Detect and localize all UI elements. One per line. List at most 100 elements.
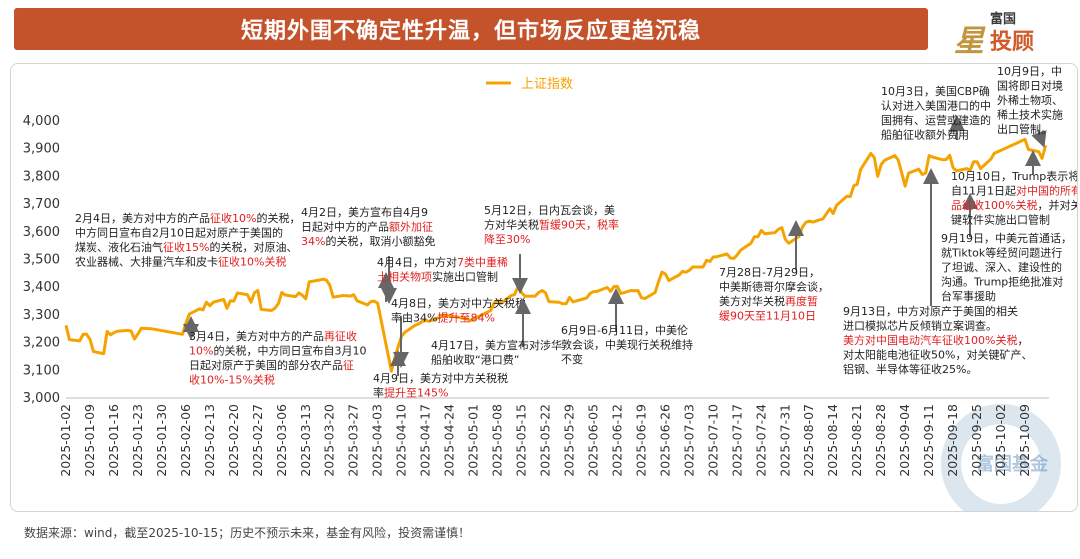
annotation-segment: 7类中重稀: [457, 255, 508, 269]
annotation-segment: 6月9日-6月11日，中美伦: [561, 323, 688, 337]
x-tick-label: 2025-09-04: [897, 404, 912, 477]
x-tick-label: 2025-08-14: [825, 404, 840, 477]
annotation-a3: 4月2日，美方宣布自4月9 日起对中方的产品额外加征 34%的关税，取消小额豁免: [301, 205, 435, 304]
logo-word: 投顾: [990, 30, 1035, 55]
annotation-a8: 5月12日，日内瓦会谈，美方对华关税暂缓90天，税率降至30%: [484, 203, 619, 294]
x-tick-label: 2025-04-03: [370, 404, 385, 477]
annotation-segment: 34%: [301, 235, 325, 248]
annotation-segment: 就Tiktok等经贸问题进行: [941, 246, 1062, 260]
legend-label: 上证指数: [521, 77, 573, 92]
annotation-segment: 美方对华关税: [719, 294, 785, 308]
x-tick-label: 2025-02-13: [202, 404, 217, 477]
x-tick-label: 2025-09-18: [945, 404, 960, 477]
annotation-segment: 4月4日，中方对: [377, 255, 457, 269]
annotation-segment: 船舶征收额外费用: [881, 128, 969, 142]
x-tick-label: 2025-10-09: [1017, 404, 1032, 477]
x-tick-label: 2025-07-03: [681, 404, 696, 477]
brand-logo: 星 富国 投顾: [950, 4, 1072, 59]
annotation-segment: 额外加征: [389, 221, 433, 234]
y-tick-label: 3,600: [23, 225, 60, 240]
annotation-segment: 4月8日，美方对中方关税税: [391, 296, 526, 310]
annotation-a15: 10月10日，Trump表示将自11月1日起对中国的所有产品征收100%关税，并…: [951, 150, 1077, 227]
annotation-segment: 率: [373, 386, 384, 400]
annotation-segment: 方对华关税: [484, 218, 539, 232]
annotation-segment: 日起对原产于美国的部分农产品: [189, 358, 343, 372]
annotation-text: 10月9日，中国将即日对境外稀土物项、稀土技术实施出口管制。: [997, 65, 1063, 136]
annotation-segment: 对太阳能电池征收50%，对关键矿产、: [843, 348, 1032, 362]
page-title: 短期外围不确定性升温，但市场反应更趋沉稳: [240, 19, 701, 44]
annotation-segment: 收10%-15%关税: [189, 373, 275, 387]
y-tick-label: 3,900: [23, 142, 60, 157]
annotation-text: 10月10日，Trump表示将自11月1日起对中国的所有产品征收100%关税，并…: [951, 169, 1077, 227]
x-tick-label: 2025-06-05: [585, 404, 600, 477]
annotation-text: 3月4日，美方对中方的产品再征收 10%的关税，中方同日宣布自3月10 日起对原产于…: [189, 329, 366, 387]
y-tick-label: 3,400: [23, 280, 60, 295]
annotation-a7: 4月17日，美方宣布对涉华船舶收取“港口费”: [431, 298, 562, 367]
watermark-text: 富国基金: [976, 453, 1049, 475]
annotation-segment: ，: [1017, 334, 1028, 347]
annotation-a14: 10月9日，中国将即日对境外稀土物项、稀土技术实施出口管制。: [997, 65, 1063, 148]
annotation-segment: 10月3日，美国CBP确: [881, 85, 990, 98]
y-tick-label: 3,100: [23, 363, 60, 378]
annotation-text: 2月4日，美方对中方的产品征收10%的关税，中方同日宣布自2月10日起对原产于美…: [75, 211, 300, 269]
x-tick-label: 2025-04-24: [442, 404, 457, 477]
annotation-segment: 品征收100%关税: [951, 198, 1037, 212]
annotation-segment: 不变: [561, 352, 583, 366]
x-tick-label: 2025-01-09: [82, 404, 97, 477]
annotation-a5: 4月8日，美方对中方关税税率由34%提升至84%: [391, 296, 526, 368]
y-tick-label: 3,500: [23, 253, 60, 268]
x-tick-label: 2025-07-24: [753, 404, 768, 477]
annotation-segment: 的关税，中方同日宣布自3月10: [213, 344, 366, 358]
annotation-a2: 3月4日，美方对中方的产品再征收 10%的关税，中方同日宣布自3月10 日起对原产于…: [183, 316, 366, 387]
x-tick-label: 2025-06-26: [657, 404, 672, 477]
series-line: [64, 137, 1048, 373]
x-tick-label: 2025-05-01: [466, 404, 481, 477]
annotation-text: 4月4日，中方对7类中重稀土相关物项实施出口管制: [377, 255, 508, 284]
y-tick-label: 3,000: [23, 391, 60, 406]
annotation-a12: 9月19日，中美元首通话，就Tiktok等经贸问题进行了坦诚、深入、建设性的沟通…: [941, 193, 1072, 303]
annotation-segment: 征收10%: [210, 211, 256, 225]
annotation-segment: 再度暂: [785, 294, 818, 308]
annotation-segment: 7月28日-7月29日，: [719, 266, 820, 279]
annotation-segment: ，并对关: [1037, 198, 1077, 212]
x-tick-label: 2025-05-29: [561, 404, 576, 477]
x-tick-label: 2025-07-17: [729, 404, 744, 477]
x-tick-label: 2025-01-16: [106, 404, 121, 477]
y-tick-label: 3,700: [23, 197, 60, 212]
x-tick-label: 2025-03-13: [298, 404, 313, 477]
annotation-a6: 4月9日，美方对中方关税税率提升至145%: [373, 350, 508, 400]
annotation-segment: 中方同日宣布自2月10日起对原产于美国的: [75, 226, 283, 240]
x-tick-label: 2025-04-10: [394, 404, 409, 477]
x-tick-label: 2025-07-10: [705, 404, 720, 477]
x-tick-label: 2025-09-25: [969, 404, 984, 477]
annotation-segment: 暂缓90天，税率: [539, 218, 619, 232]
annotation-text: 4月17日，美方宣布对涉华船舶收取“港口费”: [431, 338, 562, 367]
annotation-segment: 农业器械、大排量汽车和皮卡: [75, 255, 218, 269]
annotation-segment: 的关税，对原油、: [209, 240, 297, 254]
annotation-a9: 6月9日-6月11日，中美伦敦会谈，中美现行关税维持不变: [561, 288, 693, 366]
annotation-text: 4月9日，美方对中方关税税率提升至145%: [373, 371, 508, 400]
x-tick-label: 2025-02-06: [178, 404, 193, 477]
x-tick-label: 2025-08-21: [849, 404, 864, 477]
annotation-segment: 稀土技术实施: [997, 108, 1063, 122]
x-tick-label: 2025-05-15: [514, 404, 529, 477]
annotation-segment: 国将即日对境: [997, 79, 1063, 93]
annotation-segment: 了坦诚、深入、建设性的: [941, 260, 1062, 274]
annotation-segment: 船舶收取“港口费”: [431, 353, 519, 367]
chart-panel: 富国基金 3,000 3,100 3,200 3,300 3,400 3,500 3,600 3…: [10, 63, 1078, 512]
title-bar: 短期外围不确定性升温，但市场反应更趋沉稳: [14, 8, 928, 50]
x-tick-label: 2025-06-19: [633, 404, 648, 477]
x-tick-label: 2025-03-27: [346, 404, 361, 477]
x-tick-label: 2025-01-02: [58, 404, 73, 477]
footer-note: 数据来源：wind，截至2025-10-15；历史不预示未来，基金有风险，投资需…: [24, 526, 471, 540]
x-tick-label: 2025-08-07: [801, 404, 816, 477]
annotation-a11: 9月13日，中方对原产于美国的相关进口模拟芯片反倾销立案调查。美方对中国电动汽车…: [843, 168, 1032, 376]
x-tick-label: 2025-02-27: [250, 404, 265, 477]
annotation-text: 5月12日，日内瓦会谈，美方对华关税暂缓90天，税率降至30%: [484, 203, 619, 246]
annotation-segment: 9月13日，中方对原产于美国的相关: [843, 304, 1018, 318]
annotation-text: 4月8日，美方对中方关税税率由34%提升至84%: [391, 296, 526, 325]
logo-char: 星: [954, 24, 984, 59]
annotation-segment: 的关税，: [256, 211, 300, 225]
annotation-segment: 5月12日，日内瓦会谈，美: [484, 203, 615, 217]
annotation-text: 4月2日，美方宣布自4月9 日起对中方的产品额外加征 34%的关税，取消小额豁免: [301, 205, 435, 248]
